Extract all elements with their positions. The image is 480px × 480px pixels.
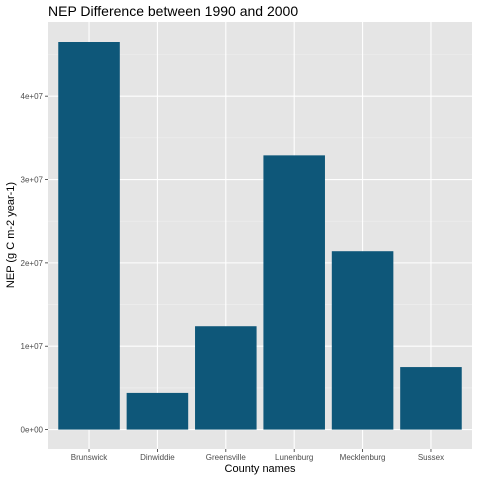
bar-lunenburg — [263, 155, 325, 430]
y-axis: 0e+00 1e+07 2e+07 3e+07 4e+07 — [21, 92, 48, 435]
bar-sussex — [400, 367, 462, 430]
x-tick-label: Lunenburg — [275, 453, 313, 462]
chart-title: NEP Difference between 1990 and 2000 — [48, 3, 298, 19]
bar-mecklenburg — [331, 251, 394, 430]
y-axis-title: NEP (g C m-2 year-1) — [5, 182, 17, 288]
y-tick-label: 2e+07 — [21, 259, 44, 268]
x-axis-title: County names — [225, 463, 296, 475]
x-axis: Brunswick Dinwiddie Greensville Lunenburg Me… — [71, 449, 444, 462]
bar-dinwiddie — [126, 392, 189, 430]
x-tick-label: Greensville — [206, 453, 247, 462]
y-tick-label: 4e+07 — [21, 92, 44, 101]
y-tick-label: 0e+00 — [21, 426, 44, 435]
bars — [58, 42, 462, 430]
x-tick-label: Dinwiddie — [140, 453, 175, 462]
y-tick-label: 1e+07 — [21, 342, 44, 351]
x-tick-label: Mecklenburg — [340, 453, 386, 462]
bar-brunswick — [58, 42, 120, 430]
x-tick-label: Sussex — [418, 453, 444, 462]
x-tick-label: Brunswick — [71, 453, 108, 462]
y-tick-label: 3e+07 — [21, 176, 44, 185]
bar-greensville — [195, 326, 257, 430]
